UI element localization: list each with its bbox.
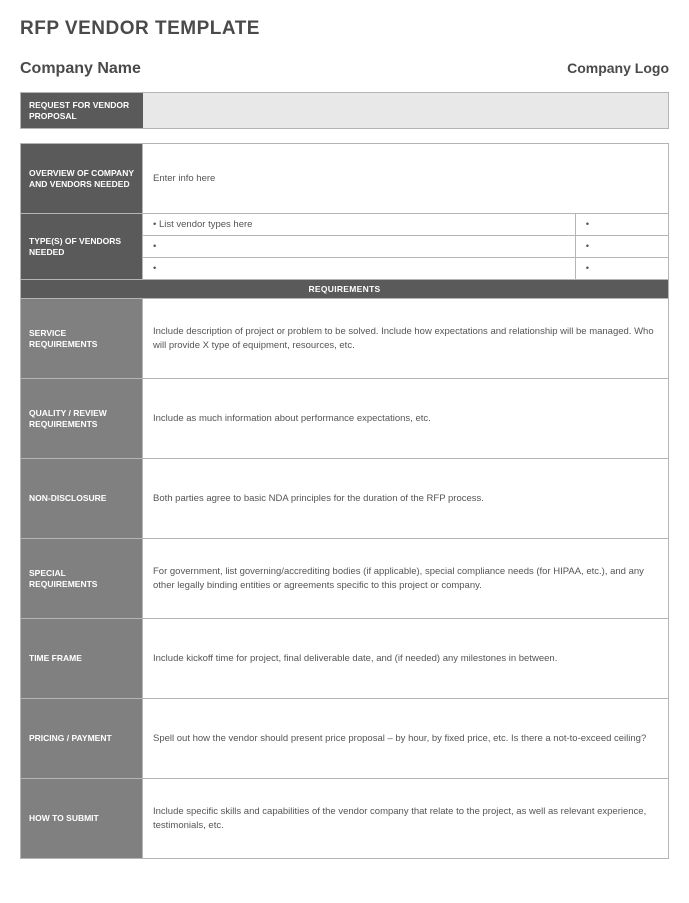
main-table: OVERVIEW OF COMPANY AND VENDORS NEEDED E… [20, 143, 669, 859]
document-title: RFP VENDOR TEMPLATE [20, 18, 669, 40]
section-content: Include specific skills and capabilities… [143, 779, 669, 859]
section-row: QUALITY / REVIEW REQUIREMENTS Include as… [21, 379, 669, 459]
section-row: TIME FRAME Include kickoff time for proj… [21, 619, 669, 699]
vendor-types-row-0: TYPE(S) OF VENDORS NEEDED • List vendor … [21, 214, 669, 236]
section-content: Both parties agree to basic NDA principl… [143, 459, 669, 539]
section-label: PRICING / PAYMENT [21, 699, 143, 779]
company-logo: Company Logo [567, 60, 669, 76]
section-row: SERVICE REQUIREMENTS Include description… [21, 299, 669, 379]
requirements-header-row: REQUIREMENTS [21, 280, 669, 299]
section-content: Spell out how the vendor should present … [143, 699, 669, 779]
vendor-cell: • [575, 258, 668, 280]
section-content: Include description of project or proble… [143, 299, 669, 379]
section-label: TIME FRAME [21, 619, 143, 699]
proposal-banner: REQUEST FOR VENDOR PROPOSAL [20, 92, 669, 129]
section-label: HOW TO SUBMIT [21, 779, 143, 859]
section-label: SPECIAL REQUIREMENTS [21, 539, 143, 619]
overview-label: OVERVIEW OF COMPANY AND VENDORS NEEDED [21, 144, 143, 214]
section-row: HOW TO SUBMIT Include specific skills an… [21, 779, 669, 859]
header-row: Company Name Company Logo [20, 60, 669, 78]
section-label: QUALITY / REVIEW REQUIREMENTS [21, 379, 143, 459]
section-label: NON-DISCLOSURE [21, 459, 143, 539]
section-row: SPECIAL REQUIREMENTS For government, lis… [21, 539, 669, 619]
vendor-cell: • [575, 236, 668, 258]
vendor-cell: • List vendor types here [143, 214, 576, 236]
section-row: NON-DISCLOSURE Both parties agree to bas… [21, 459, 669, 539]
overview-row: OVERVIEW OF COMPANY AND VENDORS NEEDED E… [21, 144, 669, 214]
overview-content: Enter info here [143, 144, 669, 214]
section-content: Include kickoff time for project, final … [143, 619, 669, 699]
section-label: SERVICE REQUIREMENTS [21, 299, 143, 379]
section-content: For government, list governing/accrediti… [143, 539, 669, 619]
banner-label: REQUEST FOR VENDOR PROPOSAL [21, 93, 143, 128]
section-row: PRICING / PAYMENT Spell out how the vend… [21, 699, 669, 779]
section-content: Include as much information about perfor… [143, 379, 669, 459]
vendor-cell: • [143, 258, 576, 280]
vendor-types-label: TYPE(S) OF VENDORS NEEDED [21, 214, 143, 280]
company-name: Company Name [20, 60, 141, 78]
vendor-cell: • [575, 214, 668, 236]
requirements-header: REQUIREMENTS [21, 280, 669, 299]
vendor-cell: • [143, 236, 576, 258]
banner-content [143, 93, 668, 128]
